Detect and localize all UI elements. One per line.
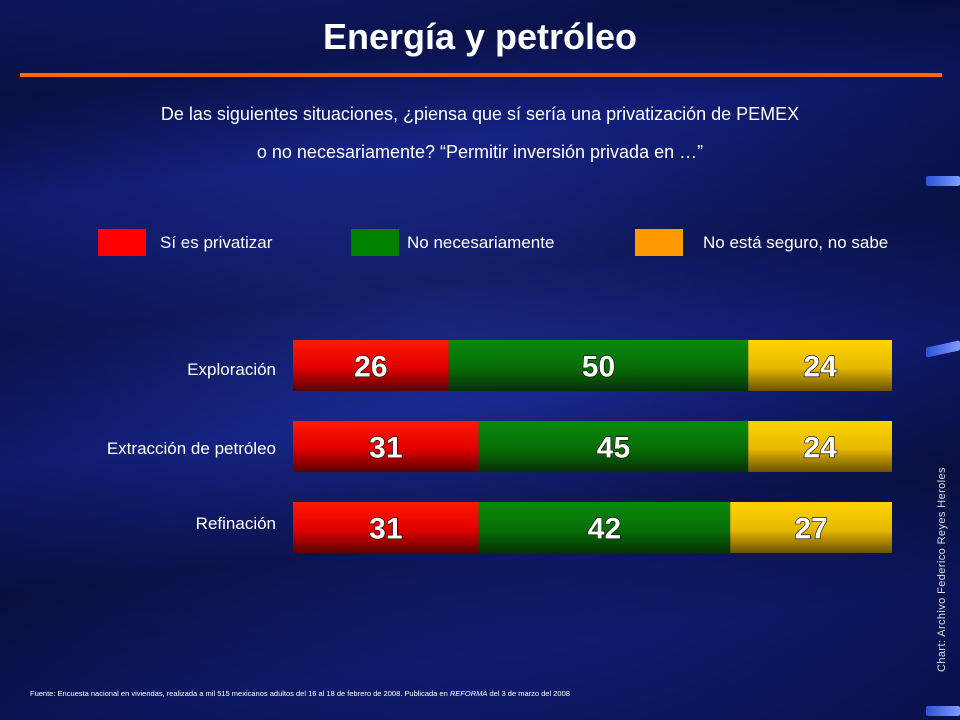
data-label-2-3: 24 (803, 432, 837, 465)
footnote-publication: REFORMA (450, 689, 488, 698)
data-label-1-1: 26 (354, 351, 387, 384)
side-credit: Chart: Archivo Federico Reyes Heroles (936, 467, 948, 672)
data-label-2-1: 31 (369, 432, 402, 465)
data-label-1-2: 50 (582, 351, 615, 384)
data-label-3-3: 27 (794, 513, 827, 546)
data-label-3-1: 31 (369, 513, 402, 546)
footnote-text-after: del 3 de marzo del 2008 (487, 689, 570, 698)
footnote-text-before: Fuente: Encuesta nacional en viviendas, … (30, 689, 450, 698)
edge-decoration (926, 706, 960, 716)
edge-decoration (926, 176, 960, 186)
data-label-3-2: 42 (588, 513, 621, 546)
data-label-2-2: 45 (597, 432, 630, 465)
data-label-1-3: 24 (803, 351, 837, 384)
source-footnote: Fuente: Encuesta nacional en viviendas, … (30, 689, 570, 698)
